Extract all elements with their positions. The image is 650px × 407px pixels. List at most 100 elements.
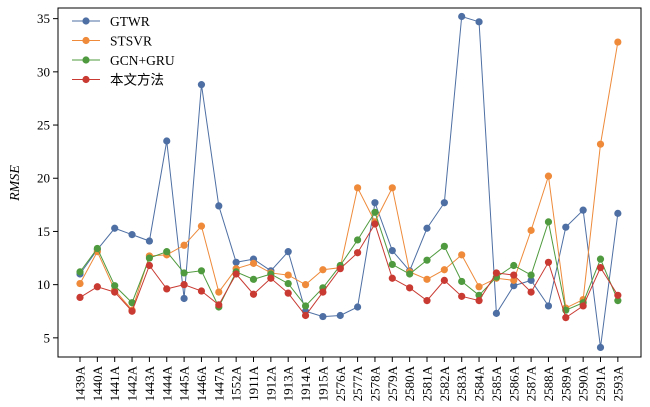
data-point — [423, 275, 431, 283]
y-tick-label: 20 — [37, 171, 50, 186]
data-point — [475, 297, 483, 305]
data-point — [267, 274, 275, 282]
data-point — [180, 269, 188, 277]
legend-entry: GCN+GRU — [72, 53, 175, 68]
data-point — [388, 247, 396, 255]
data-point — [475, 18, 483, 26]
data-point — [197, 267, 206, 275]
x-tick-label: 1914A — [298, 365, 313, 401]
x-tick-label: 2584A — [472, 365, 487, 401]
data-point — [197, 81, 206, 89]
data-point — [527, 226, 535, 234]
data-point — [354, 303, 362, 311]
x-tick-label: 2581A — [420, 365, 435, 401]
legend-marker — [82, 56, 90, 64]
x-tick-label: 2586A — [506, 365, 521, 401]
x-tick-label: 2577A — [350, 365, 365, 401]
data-point — [249, 290, 258, 298]
legend-entry: STSVR — [72, 34, 152, 49]
data-point — [111, 282, 119, 290]
data-point — [180, 294, 188, 303]
x-tick-label: 2588A — [541, 365, 556, 401]
data-point — [249, 259, 258, 267]
data-point — [354, 249, 362, 257]
data-point — [163, 137, 171, 145]
data-point — [128, 307, 136, 315]
data-point — [544, 302, 553, 310]
data-point — [510, 282, 518, 290]
data-point — [406, 284, 414, 292]
data-point — [163, 248, 171, 256]
data-point — [76, 293, 84, 302]
x-tick-label: 2580A — [402, 365, 417, 401]
y-axis: 5 10 15 20 25 30 35 — [37, 11, 58, 345]
y-tick-label: 35 — [37, 11, 50, 26]
x-tick-label: 2589A — [558, 365, 573, 401]
data-point — [614, 291, 622, 299]
x-tick-label: 2590A — [576, 365, 591, 401]
y-tick-label: 15 — [37, 224, 50, 239]
data-point — [458, 251, 466, 259]
data-point — [319, 288, 327, 296]
x-tick-label: 2591A — [593, 365, 608, 401]
legend-entry: GTWR — [72, 14, 150, 29]
y-tick-label: 25 — [37, 118, 50, 133]
data-point — [562, 223, 570, 231]
data-point — [579, 206, 587, 214]
data-point — [371, 220, 379, 228]
data-point — [388, 184, 396, 192]
data-point — [93, 244, 101, 253]
x-tick-label: 1446A — [194, 365, 209, 401]
x-tick-label: 2582A — [437, 365, 452, 401]
x-tick-label: 2579A — [385, 365, 400, 401]
x-tick-label: 2593A — [610, 365, 625, 401]
data-point — [388, 260, 396, 269]
legend-label: 本文方法 — [110, 73, 164, 88]
legend-marker — [82, 17, 90, 25]
data-point — [111, 288, 119, 296]
data-point — [492, 269, 500, 277]
data-point — [440, 266, 448, 274]
y-tick-label: 5 — [44, 330, 51, 345]
data-point — [284, 289, 292, 297]
data-point — [596, 264, 605, 272]
legend-label: GTWR — [110, 14, 150, 29]
x-tick-label: 1447A — [211, 365, 226, 401]
data-point — [354, 236, 362, 244]
data-point — [145, 261, 153, 270]
data-point — [440, 276, 448, 284]
data-point — [562, 314, 570, 322]
x-tick-label: 1441A — [107, 365, 122, 401]
legend-marker — [82, 75, 90, 84]
data-point — [180, 281, 188, 289]
data-point — [527, 288, 535, 296]
data-point — [475, 283, 483, 291]
data-point — [301, 311, 310, 320]
data-point — [354, 184, 362, 192]
data-point — [93, 283, 101, 291]
x-tick-label: 1445A — [177, 365, 192, 401]
data-point — [614, 209, 622, 217]
x-tick-label: 1443A — [142, 365, 157, 401]
x-tick-label: 1442A — [125, 365, 140, 401]
data-point — [76, 268, 84, 276]
legend: GTWR STSVR GCN+GRU 本文方法 — [72, 14, 175, 88]
data-point — [510, 261, 518, 270]
data-point — [319, 312, 327, 321]
legend-label: STSVR — [110, 34, 152, 49]
x-tick-label: 2578A — [367, 365, 382, 401]
x-tick-label: 1439A — [73, 365, 88, 401]
data-point — [215, 288, 223, 296]
data-point — [232, 258, 240, 266]
data-point — [284, 248, 292, 256]
legend-label: GCN+GRU — [110, 53, 175, 68]
x-tick-label: 1912A — [263, 365, 278, 401]
data-point — [596, 343, 605, 352]
data-point — [301, 302, 310, 310]
data-point — [111, 224, 119, 232]
y-axis-title: RMSE — [8, 165, 23, 202]
x-axis: 1439A 1440A 1441A 1442A 1443A 1444A 1445A 1446A… — [73, 357, 625, 401]
data-point — [215, 202, 223, 210]
data-point — [336, 311, 344, 320]
y-tick-label: 10 — [37, 277, 50, 292]
